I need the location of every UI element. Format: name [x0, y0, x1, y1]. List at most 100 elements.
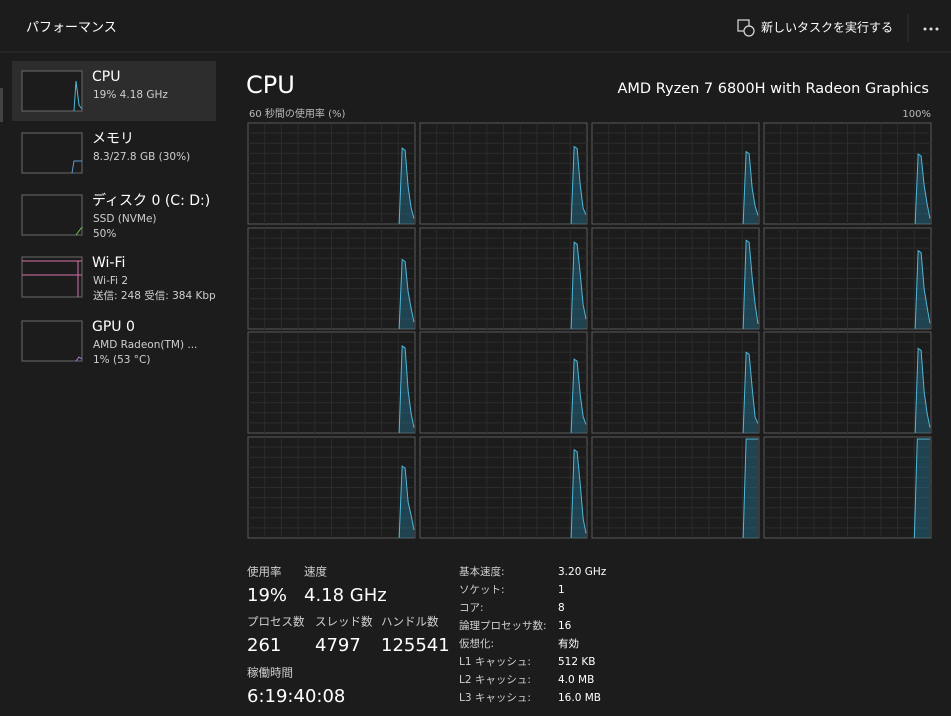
core-usage-area: [915, 154, 930, 224]
sidebar-item[interactable]: メモリ 8.3/27.8 GB (30%): [12, 123, 216, 183]
detail-label: 仮想化:: [459, 637, 494, 650]
core-usage-line: [398, 258, 415, 330]
detail-label: 基本速度:: [459, 565, 505, 578]
core-usage-area: [743, 240, 758, 329]
detail-value: 512 KB: [558, 656, 595, 668]
core-usage-line: [914, 249, 931, 330]
core-graph: [591, 227, 760, 330]
sidebar-item[interactable]: ディスク 0 (C: D:) SSD (NVMe) 50%: [12, 185, 216, 245]
core-usage-line: [914, 153, 931, 225]
sidebar-item[interactable]: CPU 19% 4.18 GHz: [12, 61, 216, 121]
core-graph: [247, 227, 416, 330]
core-graph: [763, 331, 932, 434]
core-usage-line: [570, 358, 587, 434]
cpu-heading: CPU: [246, 71, 295, 99]
thumbnail: [21, 70, 83, 112]
detail-value: 8: [558, 602, 565, 614]
core-usage-line: [742, 438, 758, 539]
core-usage-area: [571, 359, 586, 433]
scroll-indicator: [0, 88, 3, 122]
stat-label: 速度: [304, 565, 327, 579]
sidebar-item-name: GPU 0: [92, 319, 135, 335]
more-dot: [935, 27, 939, 31]
more-dot: [923, 27, 927, 31]
core-usage-line: [570, 448, 587, 539]
stat-label: ハンドル数: [381, 615, 439, 629]
core-usage-line: [742, 351, 759, 434]
core-usage-line: [742, 239, 759, 330]
graph-max: 100%: [902, 109, 931, 120]
core-usage-line: [914, 347, 931, 434]
stat-value: 4797: [315, 635, 361, 656]
sidebar-item-detail: 50%: [93, 228, 116, 240]
more-dot: [929, 27, 933, 31]
detail-label: 論理プロセッサ数:: [459, 619, 547, 632]
detail-value: 16: [558, 620, 572, 632]
core-usage-area: [399, 466, 414, 538]
core-usage-area: [915, 250, 930, 329]
thumbnail-trace: [71, 160, 82, 174]
stat-value: 261: [247, 635, 281, 656]
core-usage-area: [914, 439, 930, 538]
sidebar-item[interactable]: GPU 0 AMD Radeon(TM) ... 1% (53 °C): [12, 311, 216, 371]
detail-value: 3.20 GHz: [558, 566, 607, 578]
core-usage-area: [743, 439, 758, 538]
thumbnail-trace: [75, 226, 83, 236]
core-usage-area: [571, 449, 586, 538]
core-graph: [763, 227, 932, 330]
core-usage-line: [398, 147, 415, 225]
stat-label: プロセス数: [247, 615, 305, 629]
stat-label: スレッド数: [315, 615, 373, 629]
core-graph: [247, 122, 416, 225]
sidebar-item-detail: Wi-Fi 2: [93, 275, 128, 287]
detail-value: 16.0 MB: [558, 692, 601, 704]
detail-value: 1: [558, 584, 565, 596]
core-graph: [763, 122, 932, 225]
core-graph: [247, 331, 416, 434]
detail-label: コア:: [459, 602, 484, 614]
core-graph: [591, 122, 760, 225]
run-task-label: 新しいタスクを実行する: [761, 21, 893, 35]
stat-value: 4.18 GHz: [304, 585, 387, 606]
core-usage-line: [742, 150, 759, 225]
core-usage-area: [571, 242, 586, 329]
detail-label: L3 キャッシュ:: [459, 692, 531, 704]
core-graph: [419, 122, 588, 225]
stat-value: 6:19:40:08: [247, 686, 345, 707]
detail-value: 有効: [558, 637, 579, 650]
graph-label: 60 秒間の使用率 (%): [249, 107, 345, 120]
sidebar-item-detail: 1% (53 °C): [93, 354, 150, 366]
thumbnail: [21, 256, 83, 298]
thumbnail: [21, 320, 83, 362]
thumbnail: [21, 132, 83, 174]
core-usage-area: [399, 345, 414, 433]
core-usage-line: [570, 145, 587, 225]
core-graph: [591, 331, 760, 434]
run-task-icon-plus: [743, 25, 755, 37]
core-usage-line: [398, 465, 415, 539]
run-task-button[interactable]: 新しいタスクを実行する: [730, 14, 900, 42]
sidebar-item-name: メモリ: [92, 131, 134, 147]
core-graph: [419, 436, 588, 539]
core-usage-area: [915, 348, 930, 433]
core-graph: [763, 436, 932, 539]
detail-label: L2 キャッシュ:: [459, 674, 531, 686]
thumbnail: [21, 194, 83, 236]
core-usage-area: [743, 151, 758, 224]
core-usage-area: [399, 259, 414, 329]
core-usage-line: [398, 345, 415, 434]
detail-value: 4.0 MB: [558, 674, 594, 686]
cpu-model: AMD Ryzen 7 6800H with Radeon Graphics: [618, 81, 930, 97]
sidebar-item[interactable]: Wi-Fi Wi-Fi 2 送信: 248 受信: 384 Kbp: [12, 247, 216, 307]
core-graph: [419, 227, 588, 330]
sidebar-item-detail: 19% 4.18 GHz: [93, 89, 168, 101]
sidebar-item-detail: 送信: 248 受信: 384 Kbp: [93, 289, 216, 302]
core-graph: [591, 436, 760, 539]
sidebar-item-detail: 8.3/27.8 GB (30%): [93, 151, 190, 163]
more-button[interactable]: [923, 27, 939, 31]
core-usage-line: [570, 241, 587, 330]
thumbnail-trace: [75, 356, 83, 362]
stat-label: 使用率: [247, 565, 282, 579]
thumbnail-trace: [73, 80, 83, 112]
detail-label: ソケット:: [459, 584, 505, 596]
